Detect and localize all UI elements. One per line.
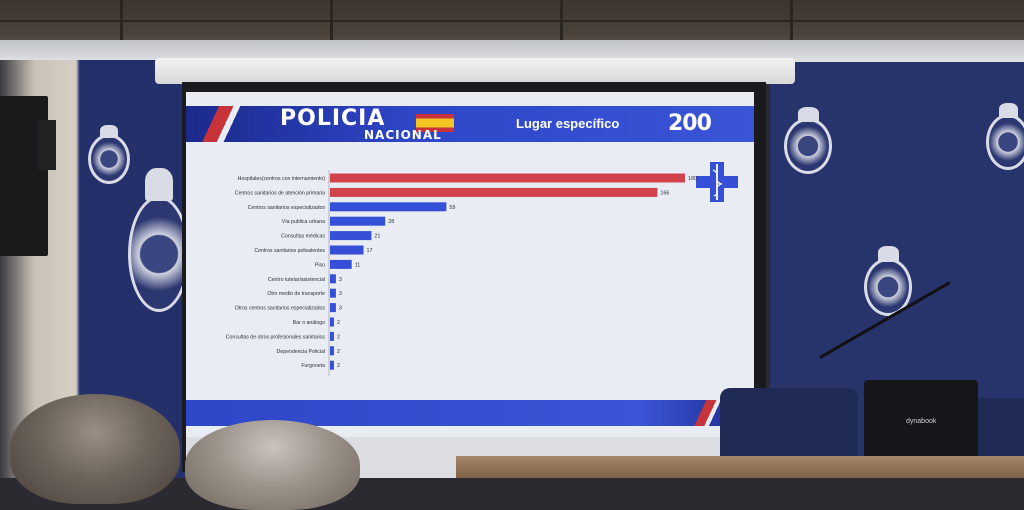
projector-screen-housing	[155, 58, 795, 84]
logo-subtext: NACIONAL	[364, 128, 442, 142]
data-label: 17	[367, 248, 373, 254]
anniversary-logo: 200	[668, 111, 712, 136]
category-label: Centros sanitarios de atención primaria	[235, 190, 325, 196]
category-label: Centros sanitarios especializados	[248, 205, 326, 211]
data-label: 2	[337, 363, 340, 369]
category-label: Dependencia Policial	[277, 349, 325, 355]
category-label: Centro tutelar/asistencial	[268, 277, 325, 283]
category-label: Piso	[315, 262, 325, 268]
header-stripe-decoration	[190, 106, 270, 142]
bar	[330, 360, 334, 370]
audience-head	[10, 394, 180, 504]
police-emblem-icon	[784, 107, 832, 174]
category-label: Vía publica urbana	[282, 219, 325, 225]
slide-header-bar	[186, 106, 754, 142]
category-label: Furgoneta	[301, 363, 325, 369]
bar	[330, 187, 658, 197]
laptop-brand-label: dynabook	[906, 418, 937, 425]
data-label: 2	[337, 349, 340, 355]
bar	[330, 259, 352, 269]
bar	[330, 231, 372, 241]
bar	[330, 216, 386, 226]
data-label: 28	[388, 219, 394, 225]
police-emblem-icon	[986, 103, 1024, 170]
bar	[330, 274, 336, 284]
category-label: Otro medio de transporte	[267, 291, 325, 297]
audience-head	[185, 420, 360, 510]
data-label: 2	[337, 320, 340, 326]
data-label: 3	[339, 277, 342, 283]
data-label: 59	[449, 205, 455, 211]
ceiling-light-strip	[0, 40, 1024, 62]
bar	[330, 331, 334, 341]
data-label: 21	[374, 234, 380, 240]
desk	[456, 456, 1024, 478]
data-label: 166	[660, 190, 669, 196]
bar	[330, 173, 685, 183]
data-label: 3	[339, 291, 342, 297]
category-label: Consultas de otros profesionales sanitar…	[226, 334, 326, 340]
data-label: 2	[337, 334, 340, 340]
bar	[330, 202, 447, 212]
chair	[720, 388, 858, 460]
projected-slide: POLICIA NACIONAL Lugar específico 200 Ho…	[186, 92, 754, 437]
speaker-bracket	[38, 120, 56, 170]
category-label: Consultas médicas	[281, 234, 325, 240]
logo-text: POLICIA	[280, 106, 386, 131]
laptop	[864, 380, 978, 460]
data-label: 3	[339, 306, 342, 312]
bar	[330, 303, 336, 313]
data-label: 11	[355, 262, 361, 268]
bar	[330, 317, 334, 327]
bar	[330, 346, 334, 356]
bar	[330, 245, 364, 255]
category-label: Hospitales(centros con internamiento)	[238, 176, 326, 182]
data-label: 180	[688, 176, 697, 182]
category-label: Centros sanitarios polivalentes	[254, 248, 325, 254]
spain-flag-icon	[416, 114, 454, 132]
police-emblem-icon	[128, 168, 190, 312]
category-label: Bar o análogo	[293, 320, 325, 326]
slide-title: Lugar específico	[516, 116, 620, 131]
medical-emblem-icon	[696, 162, 738, 202]
bar	[330, 288, 336, 298]
category-label: Otros centros sanitarios especializados	[235, 306, 326, 312]
police-emblem-icon	[88, 124, 130, 184]
bar-chart: Hospitales(centros con internamiento) 180…	[226, 170, 697, 376]
